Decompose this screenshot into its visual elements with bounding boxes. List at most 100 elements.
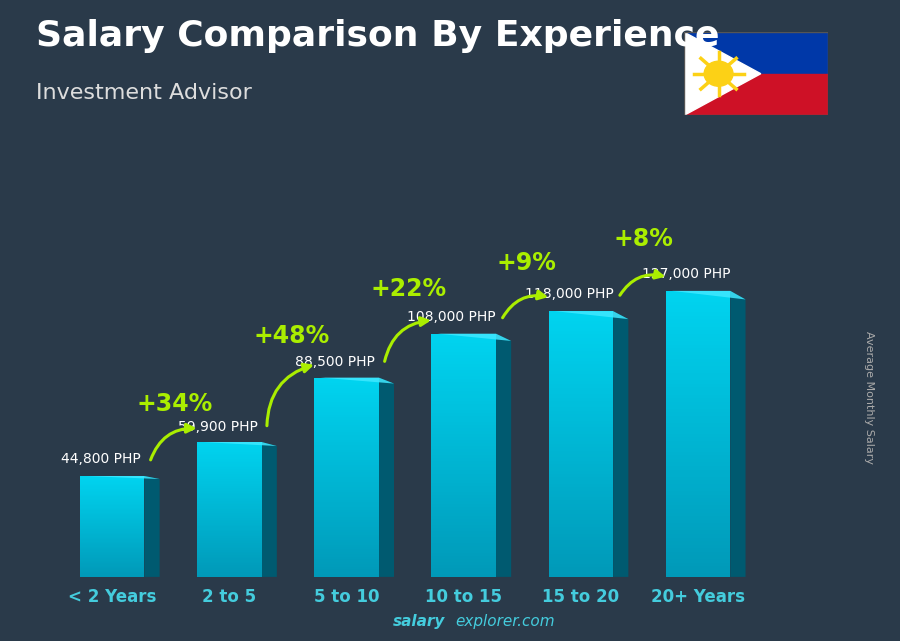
Bar — [549, 514, 613, 517]
Bar — [314, 512, 379, 515]
Bar — [80, 524, 144, 525]
Bar — [314, 470, 379, 472]
Bar — [80, 569, 144, 570]
Bar — [666, 373, 730, 377]
Bar — [314, 517, 379, 520]
Bar — [314, 388, 379, 390]
Bar — [314, 490, 379, 492]
Bar — [314, 547, 379, 549]
Bar — [197, 460, 262, 462]
Bar — [666, 570, 730, 573]
Bar — [666, 566, 730, 570]
Bar — [314, 380, 379, 383]
Bar — [549, 344, 613, 347]
Bar — [549, 374, 613, 378]
Bar — [431, 370, 496, 373]
Bar — [80, 492, 144, 494]
Bar — [666, 427, 730, 430]
Bar — [197, 445, 262, 447]
Bar — [431, 440, 496, 443]
Bar — [197, 538, 262, 540]
Bar — [197, 521, 262, 523]
Bar — [197, 499, 262, 501]
Polygon shape — [314, 378, 394, 383]
Bar — [314, 417, 379, 420]
Bar — [314, 502, 379, 504]
Bar — [549, 417, 613, 420]
Bar — [197, 533, 262, 535]
Bar — [197, 570, 262, 572]
Bar — [314, 507, 379, 510]
Bar — [549, 324, 613, 328]
Bar — [197, 515, 262, 516]
Bar — [549, 517, 613, 520]
Bar — [666, 459, 730, 463]
Bar — [80, 522, 144, 524]
Bar — [431, 410, 496, 413]
Text: 118,000 PHP: 118,000 PHP — [525, 287, 614, 301]
Bar — [80, 481, 144, 482]
Bar — [549, 394, 613, 397]
Bar — [80, 540, 144, 542]
Bar — [431, 443, 496, 446]
Bar — [666, 513, 730, 516]
Bar — [197, 472, 262, 474]
Bar — [666, 359, 730, 362]
Bar — [80, 529, 144, 530]
Bar — [314, 510, 379, 512]
Bar — [197, 558, 262, 560]
Bar — [549, 401, 613, 404]
Bar — [197, 535, 262, 537]
Bar — [549, 335, 613, 338]
Bar — [197, 548, 262, 550]
Bar — [80, 552, 144, 553]
Bar — [314, 500, 379, 502]
Bar — [666, 309, 730, 312]
Bar — [431, 446, 496, 449]
Bar — [666, 466, 730, 470]
Bar — [314, 562, 379, 565]
Bar — [549, 338, 613, 341]
Bar — [666, 302, 730, 305]
Bar — [549, 527, 613, 530]
Bar — [666, 369, 730, 373]
Bar — [431, 559, 496, 562]
Bar — [549, 467, 613, 470]
Bar — [666, 441, 730, 445]
Bar — [80, 559, 144, 560]
Bar — [431, 488, 496, 492]
Bar — [80, 535, 144, 537]
Bar — [549, 563, 613, 567]
Bar — [197, 552, 262, 553]
Bar — [431, 337, 496, 340]
Bar — [80, 565, 144, 567]
Bar — [549, 447, 613, 451]
Bar — [314, 569, 379, 572]
Bar — [314, 445, 379, 447]
Bar — [431, 501, 496, 504]
Bar — [197, 474, 262, 476]
Bar — [549, 434, 613, 437]
Bar — [666, 505, 730, 509]
Bar — [80, 534, 144, 535]
Bar — [431, 422, 496, 425]
Bar — [197, 489, 262, 491]
Bar — [80, 553, 144, 554]
Bar — [431, 479, 496, 483]
Bar — [314, 495, 379, 497]
Bar — [666, 541, 730, 545]
Bar — [666, 434, 730, 437]
Bar — [314, 397, 379, 400]
Bar — [197, 467, 262, 469]
Bar — [549, 331, 613, 335]
Bar — [197, 562, 262, 563]
Bar — [314, 478, 379, 479]
Bar — [314, 428, 379, 430]
Bar — [431, 544, 496, 547]
Bar — [549, 510, 613, 514]
Bar — [666, 495, 730, 498]
Bar — [666, 298, 730, 302]
Bar — [80, 568, 144, 569]
Bar — [431, 413, 496, 416]
Bar — [80, 512, 144, 513]
